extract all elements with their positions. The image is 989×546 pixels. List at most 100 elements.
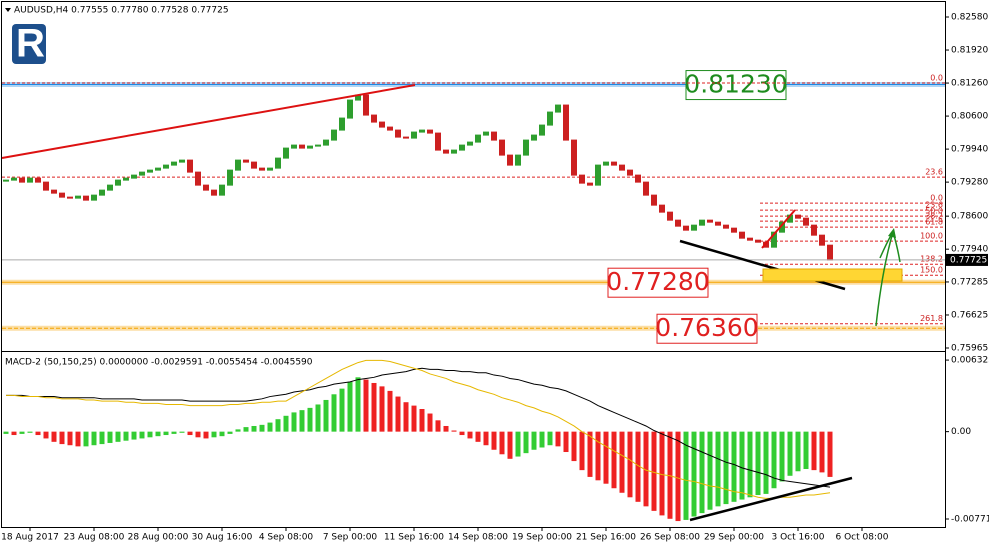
candle (307, 145, 313, 149)
candle (411, 131, 417, 139)
macd-bar (379, 386, 385, 432)
candle (707, 219, 713, 223)
macd-line (6, 367, 831, 488)
macd-bar (11, 431, 17, 436)
macd-bar (243, 427, 249, 432)
macd-bar (523, 431, 529, 454)
x-tick-label: 23 Aug 08:00 (64, 533, 125, 543)
menu-arrow (5, 8, 11, 12)
macd-bar (315, 404, 321, 432)
macd-bar (819, 431, 825, 473)
candle (547, 111, 553, 126)
candle (107, 184, 113, 191)
candle (603, 161, 609, 166)
x-tick-label: 11 Sep 16:00 (384, 533, 444, 543)
x-tick-label: 7 Sep 00:00 (323, 533, 378, 543)
candle (243, 159, 249, 163)
candle (555, 104, 561, 113)
macd-bar (827, 431, 833, 477)
macd-bar (203, 431, 209, 439)
target-zone (762, 268, 903, 282)
candle (667, 211, 673, 221)
macd-bar (755, 431, 761, 496)
macd-bar (699, 431, 705, 514)
macd-bar (123, 431, 129, 441)
last-price-label: 0.77725 (950, 255, 987, 265)
macd-bar (347, 381, 353, 432)
level-box (607, 267, 709, 298)
y-tick-label: 0.77285 (951, 277, 988, 287)
candle (3, 179, 9, 182)
candle (435, 132, 441, 151)
candle (539, 124, 545, 136)
x-tick-label: 3 Oct 16:00 (772, 533, 825, 543)
macd-bar (531, 431, 537, 450)
macd-bar (307, 407, 313, 432)
x-tick-label: 18 Aug 2017 (1, 533, 59, 543)
macd-bar (619, 431, 625, 493)
candle (531, 134, 537, 141)
candle (675, 219, 681, 227)
candle (235, 159, 241, 171)
macd-bar (155, 431, 161, 437)
macd-bar (507, 431, 513, 459)
candle (635, 174, 641, 183)
candle (571, 139, 577, 176)
macd-bar (139, 431, 145, 439)
candle (83, 195, 89, 201)
macd-bar (779, 431, 785, 482)
candle (35, 177, 41, 183)
macd-bar (99, 431, 105, 445)
level-box (656, 313, 758, 344)
candle (579, 174, 585, 184)
candle (795, 214, 801, 219)
x-tick-label: 30 Aug 16:00 (192, 533, 253, 543)
candle (443, 149, 449, 154)
candle (587, 182, 593, 186)
level-box (685, 70, 787, 101)
candle (467, 141, 473, 146)
logo-text: RoboForex (16, 22, 227, 66)
macd-line (6, 359, 831, 499)
macd-bar (171, 431, 177, 434)
y-tick-label: 0.76625 (951, 310, 988, 320)
macd-bar (419, 409, 425, 432)
macd-bar (75, 431, 81, 447)
candle (227, 169, 233, 186)
candle (699, 219, 705, 226)
macd-bar (3, 431, 9, 434)
macd-bar (27, 431, 33, 433)
candle (803, 217, 809, 226)
candle (267, 167, 273, 171)
y-tick-label: 0.77940 (951, 245, 988, 255)
macd-bar (763, 431, 769, 494)
candle (811, 224, 817, 236)
candle (595, 164, 601, 186)
candle (171, 161, 177, 166)
candle (451, 149, 457, 154)
y-tick-label: 0.81260 (951, 79, 988, 89)
fib-label: 61.8 (925, 218, 943, 227)
fib-label: 23.6 (925, 201, 943, 210)
macd-bar (555, 431, 561, 447)
macd-bar (539, 431, 545, 448)
macd-bar (627, 431, 633, 498)
candle (259, 167, 265, 171)
y-tick-label: -0.007719 (951, 515, 989, 525)
candle (683, 225, 689, 231)
macd-bar (635, 431, 641, 502)
candle (43, 181, 49, 191)
level-label: 0.77280 (606, 267, 709, 296)
fib-label: 138.2 (920, 255, 943, 264)
candle (291, 144, 297, 149)
macd-bar (707, 431, 713, 510)
layer: 0.82580 0.81920 0.81260 0.80600 0.79940 0.792… (1, 13, 989, 543)
candle (75, 195, 81, 199)
y-tick-label: 0.82580 (951, 13, 988, 23)
candle (459, 144, 465, 151)
macd-bar (211, 431, 217, 438)
candle (19, 177, 25, 183)
candle (691, 224, 697, 231)
forecast-arrow (875, 231, 894, 327)
macd-bar (19, 431, 25, 434)
